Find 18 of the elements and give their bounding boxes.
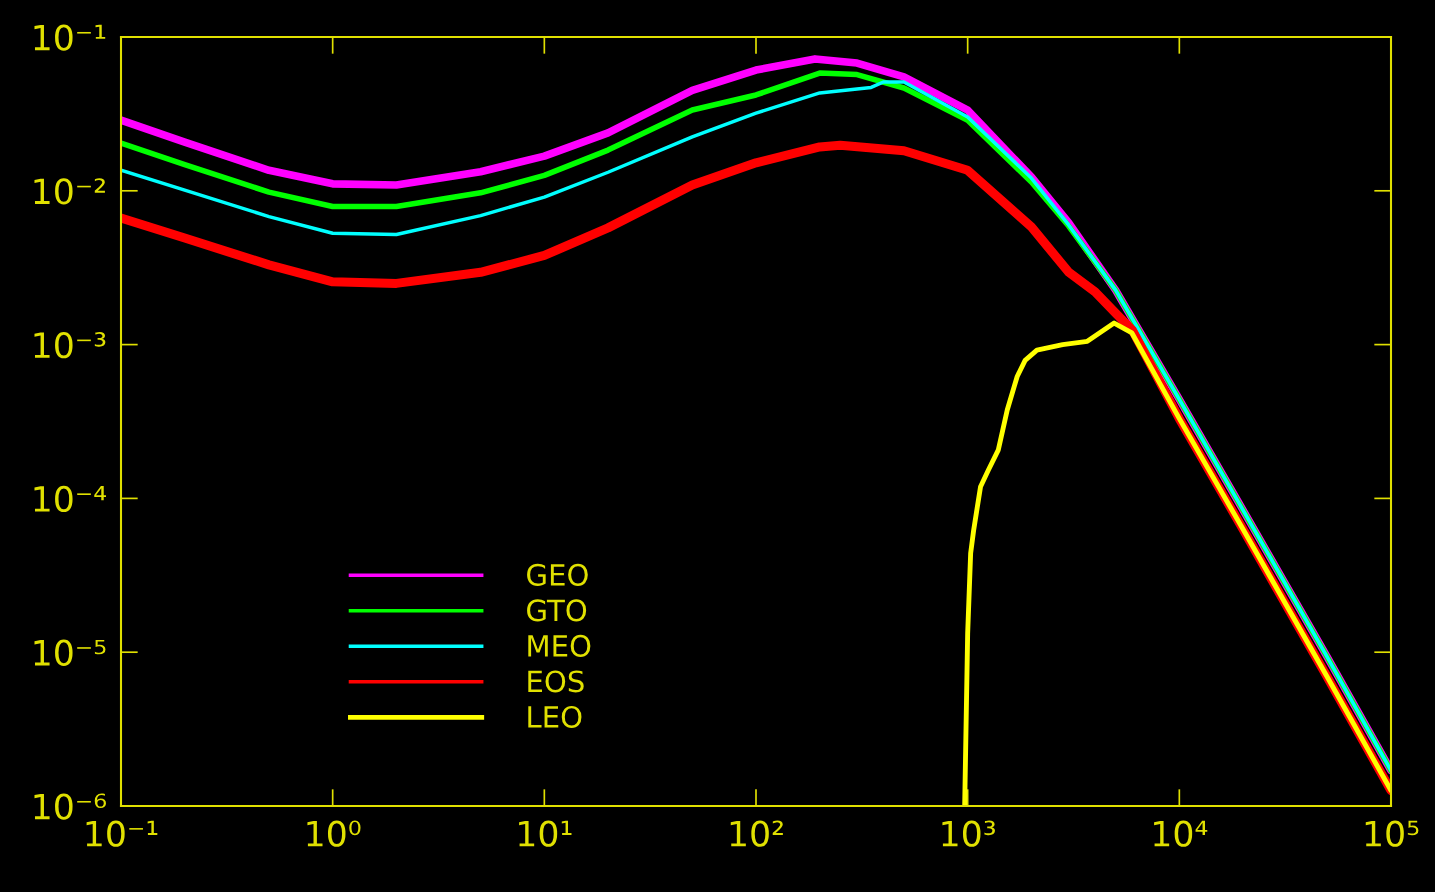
legend-label: LEO xyxy=(528,705,582,728)
x-tick-label: 10⁵ xyxy=(1365,820,1419,847)
legend-label: GEO xyxy=(527,563,588,586)
y-tick-label: 10⁻² xyxy=(34,178,105,205)
x-tick-label: 10² xyxy=(730,820,783,847)
x-tick-label: 10³ xyxy=(942,820,995,847)
y-tick-label: 10⁻³ xyxy=(34,332,106,359)
y-tick-label: 10⁻⁶ xyxy=(34,793,106,820)
x-tick-label: 10⁻¹ xyxy=(86,820,158,847)
y-tick-label: 10⁻¹ xyxy=(34,24,106,51)
x-tick-label: 10⁰ xyxy=(307,820,361,847)
x-tick-label: 10⁴ xyxy=(1154,820,1208,847)
legend-label: GTO xyxy=(527,599,587,622)
y-tick-label: 10⁻⁴ xyxy=(34,485,107,513)
legend-label: MEO xyxy=(528,634,591,657)
x-tick-label: 10¹ xyxy=(519,820,572,847)
legend-label: EOS xyxy=(528,670,584,693)
y-tick-label: 10⁻⁵ xyxy=(34,639,106,666)
